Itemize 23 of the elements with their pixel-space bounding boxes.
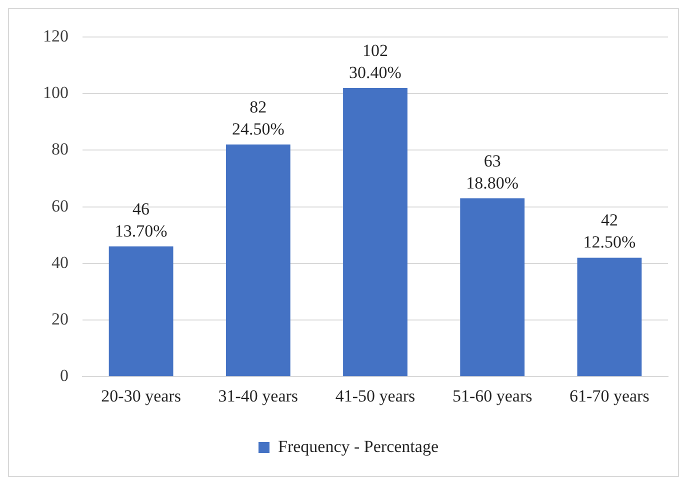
bar (460, 198, 525, 376)
x-tick-label: 20-30 years (101, 386, 181, 406)
data-label: 102 30.40% (349, 40, 402, 82)
data-label: 46 13.70% (114, 199, 168, 240)
y-tick-label: 100 (43, 83, 68, 102)
y-tick-label: 20 (52, 309, 68, 328)
data-label: 82 24.50% (232, 98, 284, 139)
y-tick-label: 80 (52, 140, 68, 159)
x-tick-label: 31-40 years (218, 386, 298, 406)
x-tick-label: 51-60 years (452, 386, 532, 406)
y-tick-label: 40 (52, 252, 68, 272)
bar (343, 88, 408, 376)
y-tick-label: 120 (43, 26, 68, 46)
bar (108, 246, 174, 376)
x-tick-label: 61-70 years (570, 386, 650, 406)
legend-label: Frequency - Percentage (278, 436, 438, 456)
x-tick-label: 41-50 years (335, 386, 416, 406)
data-label: 63 18.80% (466, 151, 519, 192)
data-label: 42 12.50% (583, 210, 636, 252)
y-tick-label: 0 (60, 366, 68, 386)
bar (577, 258, 642, 376)
bar (226, 144, 290, 376)
y-tick-label: 60 (52, 196, 68, 216)
